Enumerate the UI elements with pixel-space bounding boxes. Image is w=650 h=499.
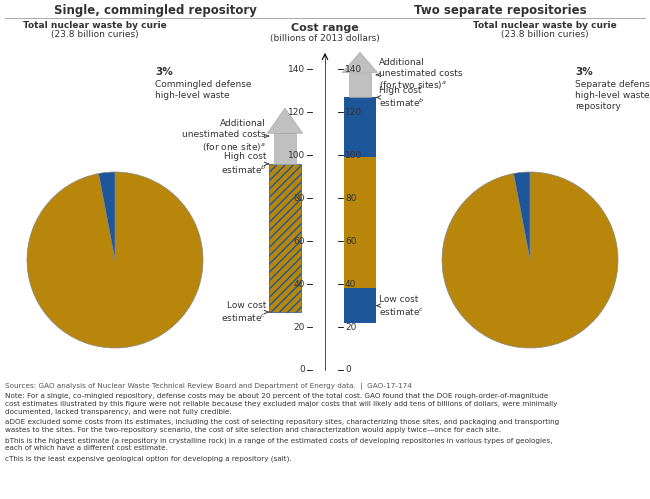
- Text: 120: 120: [345, 108, 362, 117]
- Text: 60: 60: [294, 237, 305, 246]
- Text: cost estimates illustrated by this figure were not reliable because they exclude: cost estimates illustrated by this figur…: [5, 401, 558, 407]
- Bar: [344, 158, 376, 323]
- Text: Cost range: Cost range: [291, 23, 359, 33]
- Text: (billions of 2013 dollars): (billions of 2013 dollars): [270, 33, 380, 42]
- Text: High cost
estimate$^b$: High cost estimate$^b$: [376, 86, 424, 109]
- Text: 40: 40: [345, 279, 356, 288]
- Text: high-level waste: high-level waste: [155, 90, 229, 99]
- Text: 80: 80: [345, 194, 356, 203]
- Text: each of which have a different cost estimate.: each of which have a different cost esti…: [5, 445, 168, 451]
- Wedge shape: [514, 172, 530, 260]
- Text: Total nuclear waste by curie: Total nuclear waste by curie: [23, 20, 167, 29]
- Bar: [344, 288, 376, 323]
- Text: Total nuclear waste by curie: Total nuclear waste by curie: [473, 20, 617, 29]
- Text: Separate mostly: Separate mostly: [441, 249, 515, 257]
- Text: (23.8 billion curies): (23.8 billion curies): [51, 29, 139, 38]
- Text: 100: 100: [288, 151, 305, 160]
- Text: Low cost
estimate$^c$: Low cost estimate$^c$: [221, 301, 269, 323]
- Text: commercial: commercial: [452, 259, 504, 268]
- Text: 60: 60: [345, 237, 356, 246]
- Text: Single, commingled repository: Single, commingled repository: [53, 3, 257, 16]
- Bar: [269, 164, 301, 312]
- Text: high-level waste: high-level waste: [575, 90, 649, 99]
- Text: 40: 40: [294, 279, 305, 288]
- Text: Additional
unestimated costs
(for two sites)$^a$: Additional unestimated costs (for two si…: [376, 58, 463, 91]
- Text: cThis is the least expensive geological option for developing a repository (salt: cThis is the least expensive geological …: [5, 455, 292, 462]
- Text: High cost
estimate$^b$: High cost estimate$^b$: [220, 152, 269, 176]
- Text: Sources: GAO analysis of Nuclear Waste Technical Review Board and Department of : Sources: GAO analysis of Nuclear Waste T…: [5, 383, 412, 390]
- Text: 140: 140: [288, 65, 305, 74]
- Bar: [344, 97, 376, 158]
- Text: 97%: 97%: [61, 233, 95, 247]
- Text: 20: 20: [345, 322, 356, 331]
- Text: (23.8 billion curies): (23.8 billion curies): [501, 29, 589, 38]
- Text: 140: 140: [345, 65, 362, 74]
- Wedge shape: [442, 172, 618, 348]
- Text: Commingled defense: Commingled defense: [155, 79, 252, 88]
- Text: 0: 0: [299, 365, 305, 375]
- Text: commercial waste: commercial waste: [37, 259, 119, 268]
- Wedge shape: [99, 172, 115, 260]
- Text: bThis is the highest estimate (a repository in crystalline rock) in a range of t: bThis is the highest estimate (a reposit…: [5, 437, 552, 444]
- Text: Commingled mostly: Commingled mostly: [32, 249, 124, 257]
- Wedge shape: [27, 172, 203, 348]
- Text: 20: 20: [294, 322, 305, 331]
- Text: Low cost
estimate$^c$: Low cost estimate$^c$: [376, 295, 424, 316]
- Text: 97%: 97%: [462, 233, 495, 247]
- Text: Separate defense: Separate defense: [575, 79, 650, 88]
- Text: documented, lacked transparency, and were not fully credible.: documented, lacked transparency, and wer…: [5, 409, 232, 415]
- Text: waste repository: waste repository: [440, 270, 515, 279]
- Text: 3%: 3%: [575, 67, 593, 77]
- Text: repository: repository: [575, 101, 621, 110]
- Text: Two separate repositories: Two separate repositories: [413, 3, 586, 16]
- Text: 0: 0: [345, 365, 351, 375]
- Text: Note: For a single, co-mingled repository, defense costs may be about 20 percent: Note: For a single, co-mingled repositor…: [5, 393, 549, 399]
- Bar: [274, 133, 296, 164]
- Bar: [349, 72, 371, 97]
- Text: aDOE excluded some costs from its estimates, including the cost of selecting rep: aDOE excluded some costs from its estima…: [5, 419, 559, 425]
- Text: Additional
unestimated costs
(for one site)$^a$: Additional unestimated costs (for one si…: [183, 119, 269, 153]
- Polygon shape: [267, 108, 303, 133]
- Text: 3%: 3%: [155, 67, 173, 77]
- Text: 100: 100: [345, 151, 362, 160]
- Text: 120: 120: [288, 108, 305, 117]
- Polygon shape: [343, 52, 378, 72]
- Text: 80: 80: [294, 194, 305, 203]
- Text: wastes to the sites. For the two-repository scenario, the cost of site selection: wastes to the sites. For the two-reposit…: [5, 427, 501, 433]
